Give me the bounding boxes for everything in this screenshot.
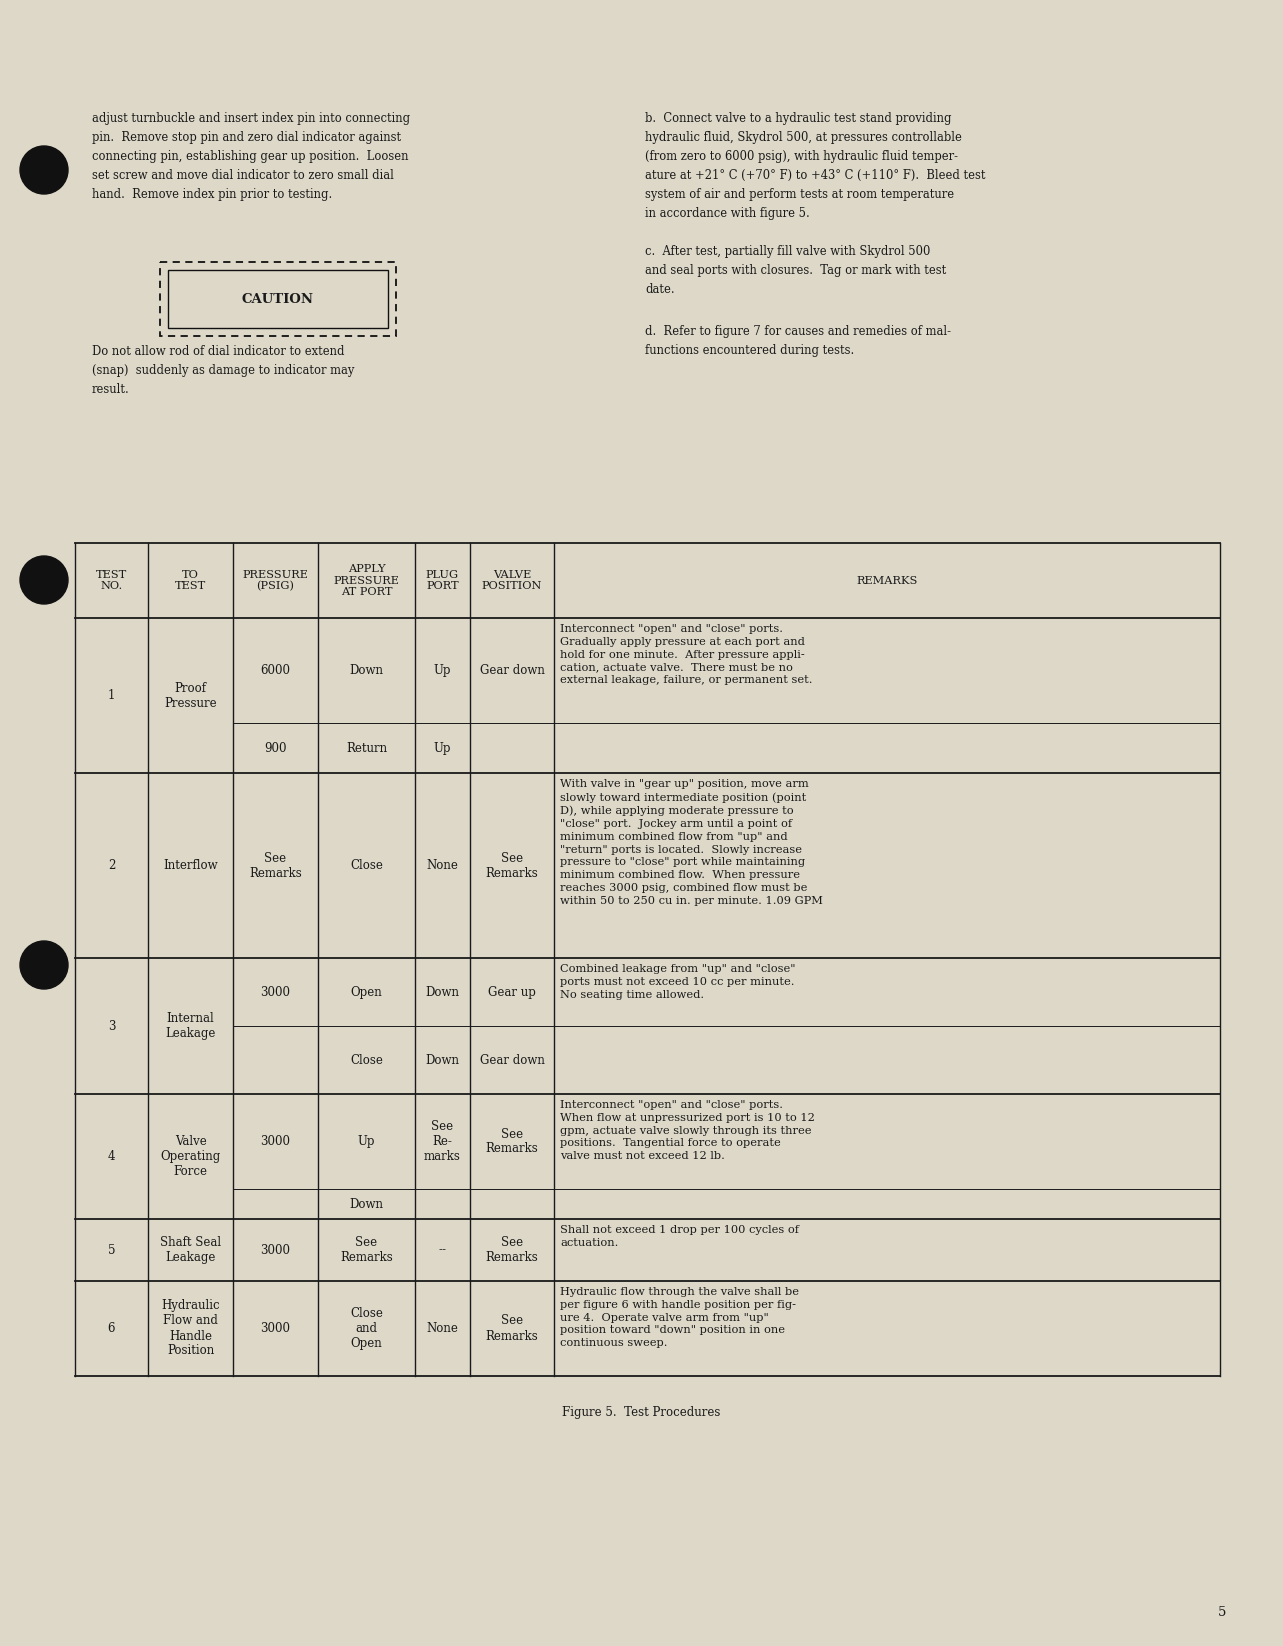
Text: 3000: 3000 — [260, 1243, 290, 1256]
Text: None: None — [426, 859, 458, 872]
Text: c.  After test, partially fill valve with Skydrol 500: c. After test, partially fill valve with… — [645, 245, 930, 258]
Text: Gear down: Gear down — [480, 663, 544, 677]
Text: Up: Up — [434, 663, 452, 677]
Text: 2: 2 — [108, 859, 115, 872]
Text: See
Re-
marks: See Re- marks — [425, 1119, 461, 1164]
Text: Internal
Leakage: Internal Leakage — [166, 1012, 216, 1040]
Text: See
Remarks: See Remarks — [486, 1128, 539, 1155]
Text: connecting pin, establishing gear up position.  Loosen: connecting pin, establishing gear up pos… — [92, 150, 408, 163]
Text: 6: 6 — [108, 1322, 115, 1335]
Text: functions encountered during tests.: functions encountered during tests. — [645, 344, 854, 357]
Text: system of air and perform tests at room temperature: system of air and perform tests at room … — [645, 188, 955, 201]
Text: Valve
Operating
Force: Valve Operating Force — [160, 1136, 221, 1179]
Text: 900: 900 — [264, 741, 286, 754]
Text: date.: date. — [645, 283, 675, 296]
Text: Close: Close — [350, 859, 382, 872]
Text: Down: Down — [426, 1053, 459, 1067]
Text: 6000: 6000 — [260, 663, 290, 677]
Text: Gear up: Gear up — [488, 986, 536, 999]
Text: Down: Down — [426, 986, 459, 999]
Text: None: None — [426, 1322, 458, 1335]
Text: PLUG
PORT: PLUG PORT — [426, 570, 459, 591]
Text: Shaft Seal
Leakage: Shaft Seal Leakage — [160, 1236, 221, 1264]
Text: CAUTION: CAUTION — [242, 293, 314, 306]
Text: Proof
Pressure: Proof Pressure — [164, 681, 217, 709]
Text: (from zero to 6000 psig), with hydraulic fluid temper-: (from zero to 6000 psig), with hydraulic… — [645, 150, 958, 163]
Text: Up: Up — [434, 741, 452, 754]
Text: set screw and move dial indicator to zero small dial: set screw and move dial indicator to zer… — [92, 170, 394, 183]
Text: 3000: 3000 — [260, 986, 290, 999]
Text: Interflow: Interflow — [163, 859, 218, 872]
Text: Interconnect "open" and "close" ports.
When flow at unpressurized port is 10 to : Interconnect "open" and "close" ports. W… — [559, 1100, 815, 1160]
Text: Shall not exceed 1 drop per 100 cycles of
actuation.: Shall not exceed 1 drop per 100 cycles o… — [559, 1225, 799, 1248]
Text: Close
and
Open: Close and Open — [350, 1307, 382, 1350]
Circle shape — [21, 146, 68, 194]
Text: TEST
NO.: TEST NO. — [96, 570, 127, 591]
Text: 5: 5 — [1218, 1606, 1227, 1620]
Text: 5: 5 — [108, 1243, 115, 1256]
Text: Interconnect "open" and "close" ports.
Gradually apply pressure at each port and: Interconnect "open" and "close" ports. G… — [559, 624, 812, 685]
Text: Open: Open — [350, 986, 382, 999]
Text: REMARKS: REMARKS — [856, 576, 917, 586]
Text: VALVE
POSITION: VALVE POSITION — [482, 570, 543, 591]
Text: b.  Connect valve to a hydraulic test stand providing: b. Connect valve to a hydraulic test sta… — [645, 112, 952, 125]
Text: TO
TEST: TO TEST — [174, 570, 207, 591]
Bar — [168, 270, 387, 328]
Text: 3000: 3000 — [260, 1322, 290, 1335]
Text: Down: Down — [349, 1198, 384, 1210]
Text: See
Remarks: See Remarks — [486, 851, 539, 879]
Text: Do not allow rod of dial indicator to extend: Do not allow rod of dial indicator to ex… — [92, 346, 345, 357]
Text: Close: Close — [350, 1053, 382, 1067]
Text: See
Remarks: See Remarks — [486, 1315, 539, 1343]
Text: PRESSURE
(PSIG): PRESSURE (PSIG) — [242, 570, 308, 591]
Circle shape — [21, 556, 68, 604]
Text: --: -- — [439, 1243, 446, 1256]
Text: 3: 3 — [108, 1019, 115, 1032]
Text: See
Remarks: See Remarks — [340, 1236, 393, 1264]
Text: See
Remarks: See Remarks — [249, 851, 302, 879]
Text: Hydraulic flow through the valve shall be
per figure 6 with handle position per : Hydraulic flow through the valve shall b… — [559, 1287, 799, 1348]
Text: Figure 5.  Test Procedures: Figure 5. Test Procedures — [562, 1406, 721, 1419]
Text: result.: result. — [92, 384, 130, 397]
Text: Return: Return — [346, 741, 387, 754]
Text: d.  Refer to figure 7 for causes and remedies of mal-: d. Refer to figure 7 for causes and reme… — [645, 324, 951, 337]
Text: Down: Down — [349, 663, 384, 677]
Circle shape — [21, 942, 68, 989]
Text: 3000: 3000 — [260, 1136, 290, 1147]
Text: Combined leakage from "up" and "close"
ports must not exceed 10 cc per minute.
N: Combined leakage from "up" and "close" p… — [559, 965, 795, 999]
Bar — [160, 262, 396, 336]
Text: Gear down: Gear down — [480, 1053, 544, 1067]
Text: Up: Up — [358, 1136, 375, 1147]
Text: pin.  Remove stop pin and zero dial indicator against: pin. Remove stop pin and zero dial indic… — [92, 132, 402, 143]
Text: hydraulic fluid, Skydrol 500, at pressures controllable: hydraulic fluid, Skydrol 500, at pressur… — [645, 132, 962, 143]
Text: APPLY
PRESSURE
AT PORT: APPLY PRESSURE AT PORT — [334, 565, 399, 597]
Text: 1: 1 — [108, 690, 115, 701]
Text: hand.  Remove index pin prior to testing.: hand. Remove index pin prior to testing. — [92, 188, 332, 201]
Text: Hydraulic
Flow and
Handle
Position: Hydraulic Flow and Handle Position — [162, 1299, 219, 1358]
Text: (snap)  suddenly as damage to indicator may: (snap) suddenly as damage to indicator m… — [92, 364, 354, 377]
Text: adjust turnbuckle and insert index pin into connecting: adjust turnbuckle and insert index pin i… — [92, 112, 411, 125]
Text: 4: 4 — [108, 1151, 115, 1164]
Text: See
Remarks: See Remarks — [486, 1236, 539, 1264]
Text: and seal ports with closures.  Tag or mark with test: and seal ports with closures. Tag or mar… — [645, 263, 947, 277]
Text: With valve in "gear up" position, move arm
slowly toward intermediate position (: With valve in "gear up" position, move a… — [559, 779, 822, 905]
Text: in accordance with figure 5.: in accordance with figure 5. — [645, 207, 810, 221]
Text: ature at +21° C (+70° F) to +43° C (+110° F).  Bleed test: ature at +21° C (+70° F) to +43° C (+110… — [645, 170, 985, 183]
